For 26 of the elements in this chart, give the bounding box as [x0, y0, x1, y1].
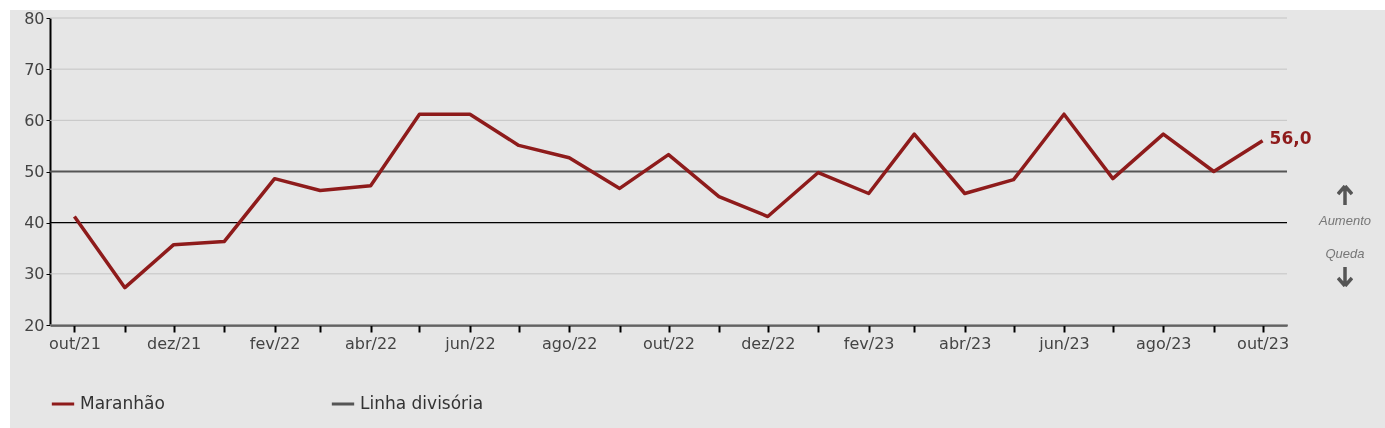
- legend-label: Maranhão: [80, 393, 165, 413]
- x-tick-label: fev/22: [249, 333, 301, 353]
- y-tick-label: 80: [24, 8, 45, 28]
- x-tick-label: jun/23: [1038, 333, 1090, 353]
- x-tick-label: dez/21: [147, 333, 202, 353]
- y-tick-label: 70: [24, 59, 45, 79]
- line-series: [72, 112, 1265, 290]
- x-tick-label: fev/23: [843, 333, 895, 353]
- x-tick-label: abr/22: [344, 333, 398, 353]
- y-tick-label: 50: [24, 162, 45, 181]
- text: Queda: [1324, 246, 1366, 261]
- x-tick-label: out/23: [1237, 333, 1290, 353]
- x-tick-label: ago/23: [1136, 333, 1192, 353]
- x-tick-label: abr/23: [939, 333, 992, 353]
- x-tick-label: out/22: [643, 333, 695, 353]
- y-tick-label: 20: [24, 315, 45, 335]
- text: Aumento: [1317, 213, 1372, 228]
- x-tick-label: dez/22: [741, 333, 796, 353]
- x-tick-label: jun/22: [444, 333, 496, 353]
- y-tick-label: 60: [24, 110, 45, 130]
- legend-label: Linha divisória: [360, 393, 484, 413]
- y-tick-label: 40: [24, 213, 45, 233]
- y-tick-label: 30: [24, 264, 45, 284]
- annotation: 56,0: [1269, 127, 1312, 148]
- x-tick-label: out/21: [48, 333, 101, 353]
- x-tick-label: ago/22: [541, 333, 598, 353]
